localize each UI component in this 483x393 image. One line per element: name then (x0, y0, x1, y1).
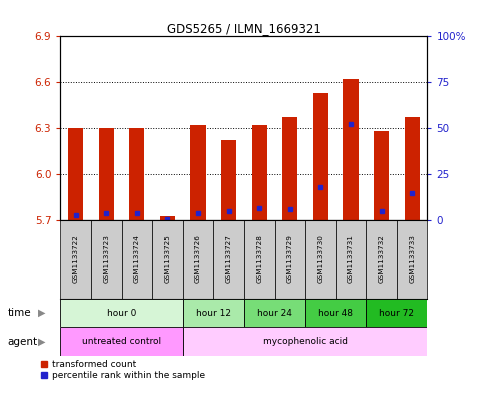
Text: GSM1133732: GSM1133732 (379, 234, 384, 283)
Bar (305, 220, 336, 299)
Text: GSM1133729: GSM1133729 (287, 234, 293, 283)
Text: GSM1133726: GSM1133726 (195, 234, 201, 283)
Text: hour 0: hour 0 (107, 309, 136, 318)
Bar (190, 125, 206, 220)
Text: GSM1133730: GSM1133730 (317, 234, 324, 283)
Text: hour 48: hour 48 (318, 309, 353, 318)
Bar (183, 220, 213, 299)
Bar (305, 299, 366, 327)
Text: agent: agent (7, 336, 37, 347)
Title: GDS5265 / ILMN_1669321: GDS5265 / ILMN_1669321 (167, 22, 321, 35)
Text: GSM1133731: GSM1133731 (348, 234, 354, 283)
Bar (274, 220, 305, 299)
Text: mycophenolic acid: mycophenolic acid (263, 337, 348, 346)
Text: untreated control: untreated control (82, 337, 161, 346)
Bar (60, 299, 183, 327)
Bar (336, 220, 366, 299)
Bar (252, 125, 267, 220)
Bar (244, 220, 274, 299)
Text: time: time (7, 308, 31, 318)
Text: GSM1133727: GSM1133727 (226, 234, 232, 283)
Bar (129, 128, 144, 220)
Bar (60, 220, 91, 299)
Text: hour 72: hour 72 (379, 309, 414, 318)
Bar (60, 327, 183, 356)
Bar (91, 220, 122, 299)
Text: hour 24: hour 24 (257, 309, 292, 318)
Bar (160, 216, 175, 220)
Text: GSM1133724: GSM1133724 (134, 234, 140, 283)
Bar (244, 299, 305, 327)
Bar (366, 299, 427, 327)
Bar (99, 128, 114, 220)
Bar (213, 220, 244, 299)
Bar (282, 118, 298, 220)
Bar (374, 131, 389, 220)
Text: GSM1133722: GSM1133722 (72, 234, 79, 283)
Bar (68, 128, 84, 220)
Bar (397, 220, 427, 299)
Bar (405, 118, 420, 220)
Bar (183, 327, 427, 356)
Text: ▶: ▶ (38, 308, 45, 318)
Bar (313, 93, 328, 220)
Bar (366, 220, 397, 299)
Bar (152, 220, 183, 299)
Text: GSM1133725: GSM1133725 (164, 234, 170, 283)
Bar (183, 299, 244, 327)
Text: hour 12: hour 12 (196, 309, 231, 318)
Bar (221, 140, 236, 220)
Text: GSM1133728: GSM1133728 (256, 234, 262, 283)
Text: ▶: ▶ (38, 336, 45, 347)
Bar (343, 79, 358, 220)
Text: GSM1133723: GSM1133723 (103, 234, 109, 283)
Bar (122, 220, 152, 299)
Legend: transformed count, percentile rank within the sample: transformed count, percentile rank withi… (41, 360, 206, 380)
Text: GSM1133733: GSM1133733 (409, 234, 415, 283)
